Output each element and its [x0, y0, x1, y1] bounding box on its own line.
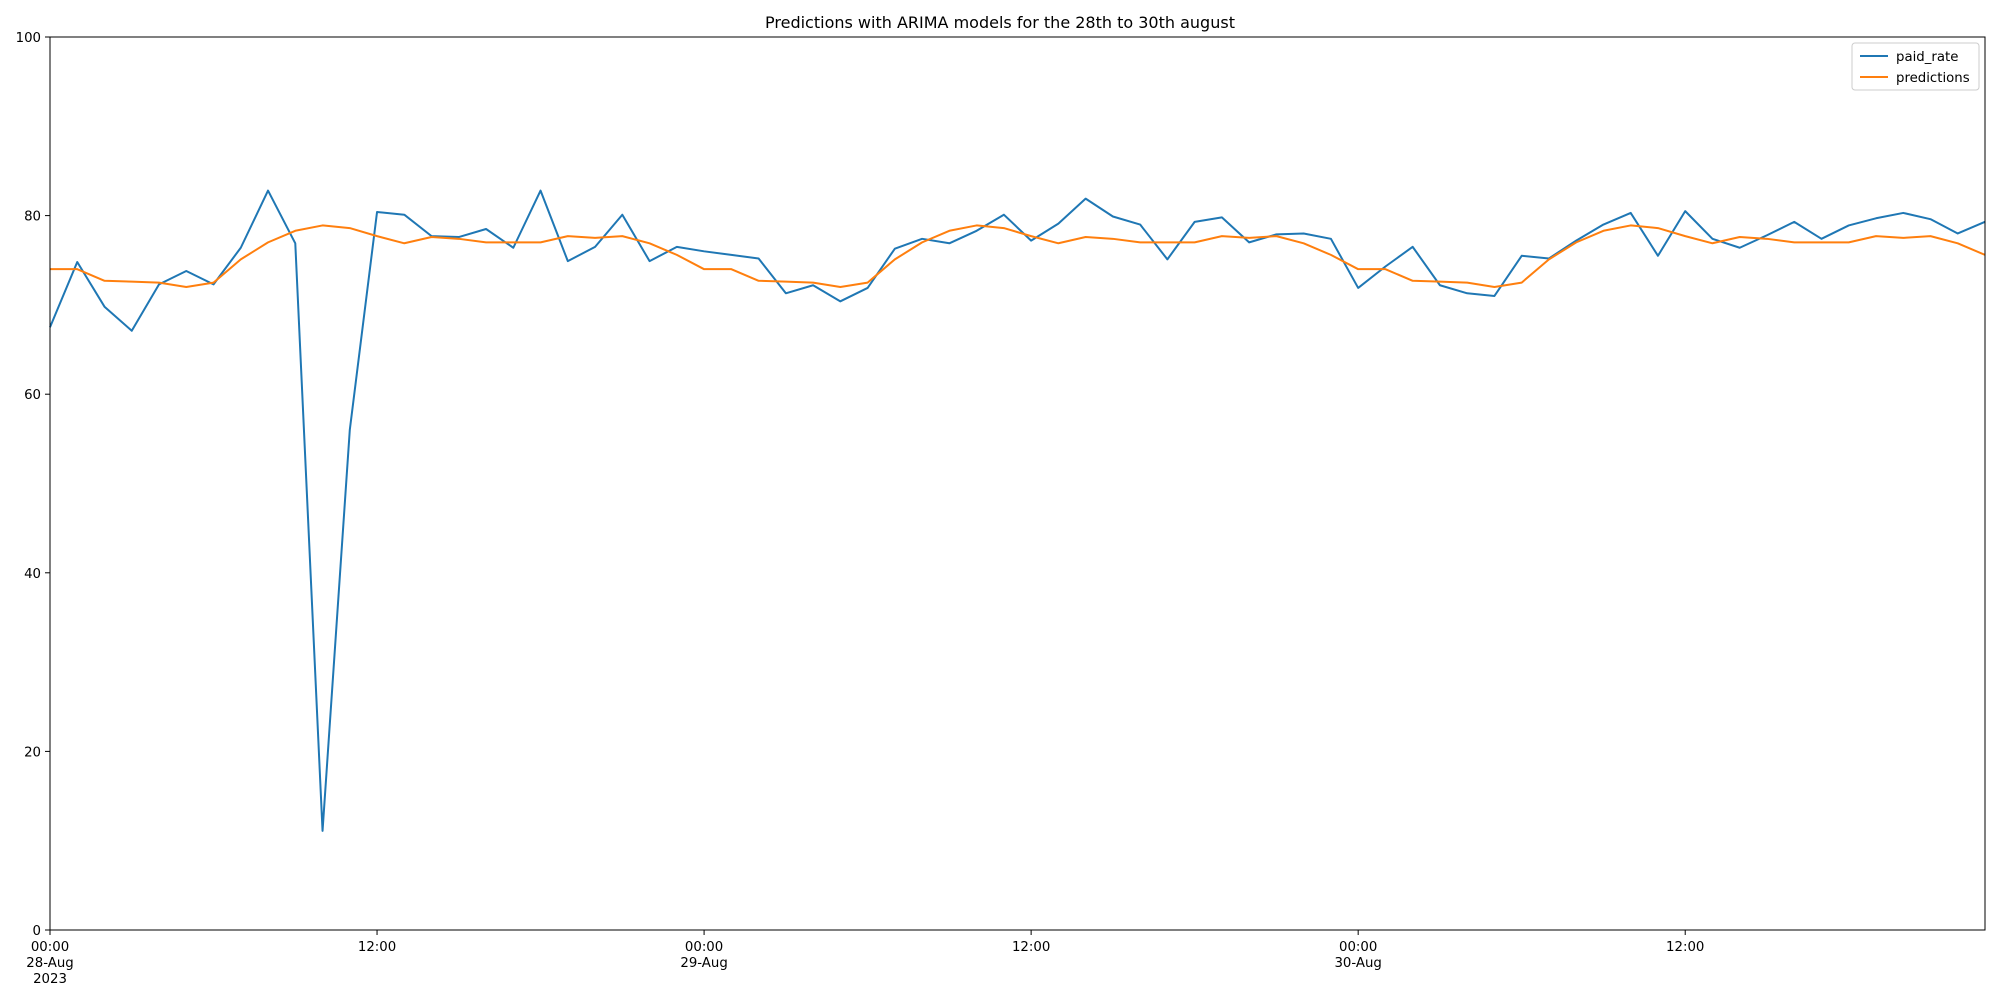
x-tick-label: 00:00 — [685, 940, 723, 955]
x-tick-label: 00:00 — [31, 940, 69, 955]
x-tick-label: 12:00 — [1666, 940, 1704, 955]
series-layer — [49, 189, 1986, 832]
legend-label-predictions: predictions — [1896, 71, 1970, 86]
x-tick-label: 12:00 — [358, 940, 396, 955]
x-tick-label: 00:00 — [1339, 940, 1377, 955]
x-tick-label: 29-Aug — [680, 956, 727, 971]
y-tick-label: 40 — [24, 567, 41, 582]
y-tick-label: 80 — [24, 210, 41, 225]
legend: paid_rate predictions — [1851, 42, 1980, 91]
legend-box — [1851, 42, 1980, 91]
legend-label-paid_rate: paid_rate — [1896, 50, 1958, 65]
y-tick-label: 20 — [24, 745, 41, 760]
y-tick-label: 60 — [24, 388, 41, 403]
x-tick-label: 30-Aug — [1334, 956, 1381, 971]
x-tick-label: 2023 — [33, 972, 67, 987]
chart-title: Predictions with ARIMA models for the 28… — [765, 13, 1235, 32]
plot-frame — [49, 36, 1986, 931]
x-tick-label: 28-Aug — [26, 956, 73, 971]
series-line-paid_rate — [49, 189, 1986, 832]
y-tick-label: 100 — [16, 31, 41, 46]
series-line-predictions — [50, 224, 1986, 289]
x-tick-label: 12:00 — [1012, 940, 1050, 955]
y-tick-label: 0 — [33, 924, 41, 939]
